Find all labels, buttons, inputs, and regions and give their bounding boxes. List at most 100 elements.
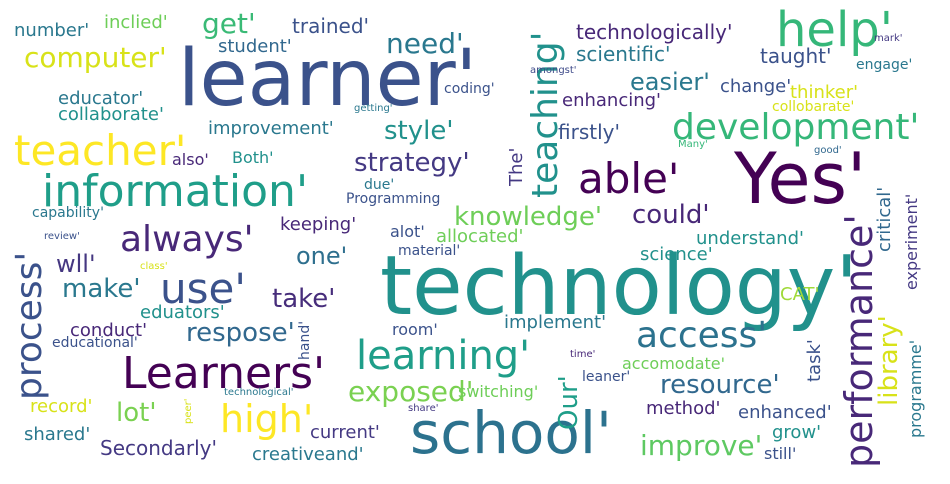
word-shared: shared' bbox=[24, 424, 91, 445]
word-always: always' bbox=[120, 219, 254, 260]
word-library: library' bbox=[874, 315, 904, 406]
word-need: need' bbox=[386, 27, 464, 60]
word-computer: computer' bbox=[24, 41, 167, 74]
word-scientific: scientific' bbox=[576, 42, 671, 66]
word-enhancing: enhancing' bbox=[562, 90, 662, 111]
word-our: Our' bbox=[554, 375, 584, 430]
word-getting: getting' bbox=[354, 103, 393, 114]
word-alot: alot' bbox=[390, 222, 425, 241]
word-amongst: amongst' bbox=[530, 65, 577, 76]
word-both: Both' bbox=[232, 148, 274, 167]
word-also: also' bbox=[172, 150, 209, 169]
word-number: number' bbox=[14, 20, 90, 41]
word-method: method' bbox=[646, 398, 721, 419]
word-taught: taught' bbox=[760, 44, 832, 68]
word-trained: trained' bbox=[292, 14, 370, 38]
word-performance[interactable]: performance' bbox=[837, 214, 881, 468]
word-yes: Yes' bbox=[734, 138, 867, 220]
word-good: good' bbox=[814, 145, 842, 156]
word-conduct: conduct' bbox=[70, 320, 148, 341]
word-many: Many' bbox=[678, 139, 708, 150]
word-thinker: thinker' bbox=[790, 82, 859, 103]
word-current: current' bbox=[310, 422, 380, 443]
word-grow: grow' bbox=[772, 422, 822, 443]
word-switching: switching' bbox=[458, 382, 539, 401]
word-secondarly: Secondarly' bbox=[100, 436, 217, 460]
word-creativeand: creativeand' bbox=[252, 444, 364, 465]
word-engage: engage' bbox=[856, 57, 913, 73]
word-able: able' bbox=[578, 154, 680, 203]
word-time: time' bbox=[570, 349, 596, 360]
word-record: record' bbox=[30, 396, 93, 417]
word-high: high' bbox=[220, 397, 314, 441]
word-respose: respose' bbox=[186, 318, 295, 348]
word-programming: Programming bbox=[346, 191, 441, 207]
word-teacher: teacher' bbox=[14, 126, 187, 175]
word-style: style' bbox=[384, 116, 454, 146]
word-accomodate: accomodate' bbox=[622, 354, 726, 373]
word-allocated: allocated' bbox=[436, 226, 524, 247]
word-use: use' bbox=[160, 264, 246, 313]
word-capability: capability' bbox=[32, 205, 104, 221]
word-implement: implement' bbox=[504, 312, 607, 333]
word-take: take' bbox=[272, 284, 336, 314]
word-educator: educator' bbox=[58, 88, 144, 109]
word-inclied: inclied' bbox=[104, 12, 168, 33]
word-information: information' bbox=[42, 166, 309, 217]
word-wll: wll' bbox=[56, 250, 96, 278]
word-learners: Learners' bbox=[122, 348, 326, 399]
word-lot: lot' bbox=[116, 398, 157, 428]
word-due: due' bbox=[364, 177, 395, 193]
word-eduators: eduators' bbox=[140, 302, 225, 323]
word-improvement: improvement' bbox=[208, 118, 334, 139]
word-the: The' bbox=[506, 147, 527, 186]
word-teaching: teaching' bbox=[525, 31, 566, 199]
word-student: student' bbox=[218, 36, 292, 57]
word-technologically: technologically' bbox=[576, 20, 733, 44]
word-review: review' bbox=[44, 231, 80, 242]
word-collobarate: collobarate' bbox=[772, 99, 855, 115]
word-exposed: exposed' bbox=[348, 375, 474, 408]
word-process: process' bbox=[9, 251, 50, 400]
word-resource: resource' bbox=[660, 370, 780, 400]
word-enhanced: enhanced' bbox=[738, 402, 832, 423]
word-coding: coding' bbox=[444, 81, 495, 97]
word-get: get' bbox=[202, 7, 256, 40]
word-technology: technology' bbox=[380, 239, 858, 334]
word-room: room' bbox=[392, 320, 438, 339]
word-one: one' bbox=[296, 242, 348, 270]
word-leaner: leaner' bbox=[582, 369, 631, 385]
word-critical: critical' bbox=[874, 186, 895, 252]
word-programme: programme' bbox=[906, 339, 925, 438]
word-share: share' bbox=[408, 403, 439, 414]
word-mark: mark' bbox=[874, 33, 903, 44]
word-hand: hand' bbox=[297, 320, 313, 360]
word-class: class' bbox=[140, 261, 168, 272]
word-understand: understand' bbox=[696, 228, 804, 249]
word-peer: peer' bbox=[183, 398, 194, 424]
word-development: development' bbox=[672, 107, 920, 148]
word-science: science' bbox=[640, 244, 713, 265]
word-change: change' bbox=[720, 76, 792, 97]
word-task: task' bbox=[804, 339, 825, 382]
word-make: make' bbox=[62, 274, 141, 304]
word-knowledge: knowledge' bbox=[454, 202, 603, 232]
word-firstly: firstly' bbox=[558, 120, 620, 144]
word-educational: educational' bbox=[52, 335, 138, 351]
word-could: could' bbox=[632, 200, 710, 230]
word-technological: technological' bbox=[224, 387, 294, 398]
word-easier: easier' bbox=[630, 68, 710, 96]
word-material: material' bbox=[398, 243, 461, 259]
word-still: still' bbox=[764, 444, 797, 463]
word-learning: learning' bbox=[356, 333, 531, 379]
word-collaborate: collaborate' bbox=[58, 104, 164, 125]
word-cat: CAT' bbox=[780, 284, 820, 305]
word-learner: learner' bbox=[178, 34, 478, 124]
word-access: access' bbox=[636, 315, 768, 356]
word-help: help' bbox=[776, 2, 893, 58]
word-experiment: experiment' bbox=[902, 193, 921, 290]
word-improve: improve' bbox=[640, 429, 763, 462]
word-keeping: keeping' bbox=[280, 214, 357, 235]
word-strategy: strategy' bbox=[354, 148, 470, 178]
